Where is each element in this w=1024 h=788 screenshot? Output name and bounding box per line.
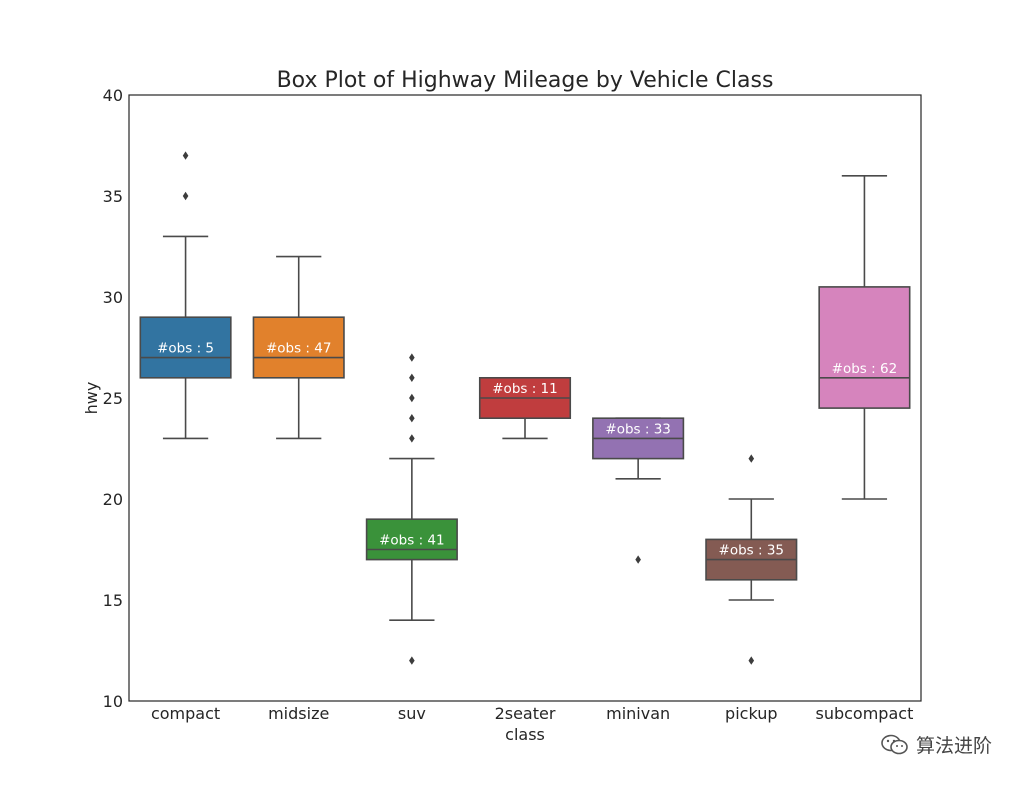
y-axis-label: hwy bbox=[82, 382, 101, 415]
obs-count-label: #obs : 41 bbox=[379, 533, 444, 549]
x-tick-label: 2seater bbox=[495, 704, 556, 723]
outlier-point bbox=[409, 353, 415, 362]
box-iqr bbox=[818, 286, 911, 409]
box-iqr bbox=[365, 518, 458, 561]
outlier-point bbox=[748, 656, 755, 665]
x-tick-label: pickup bbox=[725, 704, 777, 723]
obs-count-label: #obs : 35 bbox=[719, 543, 784, 559]
obs-count-label: #obs : 47 bbox=[266, 341, 331, 357]
x-tick-label: midsize bbox=[268, 704, 329, 723]
boxes-group: #obs : 5 #obs : 47 #obs : 41 #obs : 11 #obs … bbox=[139, 151, 911, 665]
wechat-icon bbox=[881, 734, 908, 754]
outlier-point bbox=[409, 414, 415, 423]
box-iqr bbox=[139, 316, 232, 379]
x-axis-label: class bbox=[505, 725, 545, 744]
obs-count-label: #obs : 62 bbox=[832, 361, 897, 377]
chart-title: Box Plot of Highway Mileage by Vehicle C… bbox=[277, 68, 774, 93]
y-tick-label: 10 bbox=[103, 692, 123, 711]
watermark: 算法进阶 bbox=[880, 731, 992, 758]
box-midsize: #obs : 47 bbox=[252, 255, 345, 440]
outlier-point bbox=[182, 191, 189, 201]
y-tick-label: 20 bbox=[103, 490, 123, 509]
outlier-point bbox=[409, 656, 415, 665]
outlier-point bbox=[409, 373, 415, 382]
y-tick-label: 25 bbox=[103, 389, 123, 408]
x-tick-label: minivan bbox=[606, 704, 670, 723]
box-minivan: #obs : 33 bbox=[592, 417, 685, 564]
box-2seater: #obs : 11 bbox=[478, 376, 572, 440]
box-subcompact: #obs : 62 bbox=[818, 175, 911, 500]
x-tick-label: subcompact bbox=[816, 704, 914, 723]
y-axis-ticks: 10 15 20 25 30 35 40 bbox=[103, 86, 123, 711]
outlier-point bbox=[409, 393, 415, 403]
outlier-point bbox=[635, 555, 641, 564]
outlier-point bbox=[409, 434, 415, 443]
obs-count-label: #obs : 11 bbox=[492, 381, 557, 397]
outlier-point bbox=[748, 454, 755, 463]
box-suv: #obs : 41 bbox=[365, 353, 458, 665]
x-tick-label: suv bbox=[398, 704, 426, 723]
box-pickup: #obs : 35 bbox=[705, 454, 798, 665]
obs-count-label: #obs : 5 bbox=[157, 341, 214, 357]
y-tick-label: 15 bbox=[103, 591, 123, 610]
x-tick-label: compact bbox=[151, 704, 220, 723]
x-axis-ticks: compact midsize suv 2seater minivan pickup sub… bbox=[151, 704, 913, 723]
watermark-text: 算法进阶 bbox=[915, 735, 992, 757]
outlier-point bbox=[182, 151, 189, 160]
plot-frame bbox=[128, 94, 922, 702]
y-tick-label: 30 bbox=[103, 288, 123, 307]
box-compact: #obs : 5 bbox=[139, 151, 232, 440]
y-tick-label: 35 bbox=[103, 187, 123, 206]
box-iqr bbox=[252, 316, 345, 379]
obs-count-label: #obs : 33 bbox=[605, 421, 670, 437]
y-tick-label: 40 bbox=[103, 86, 123, 105]
